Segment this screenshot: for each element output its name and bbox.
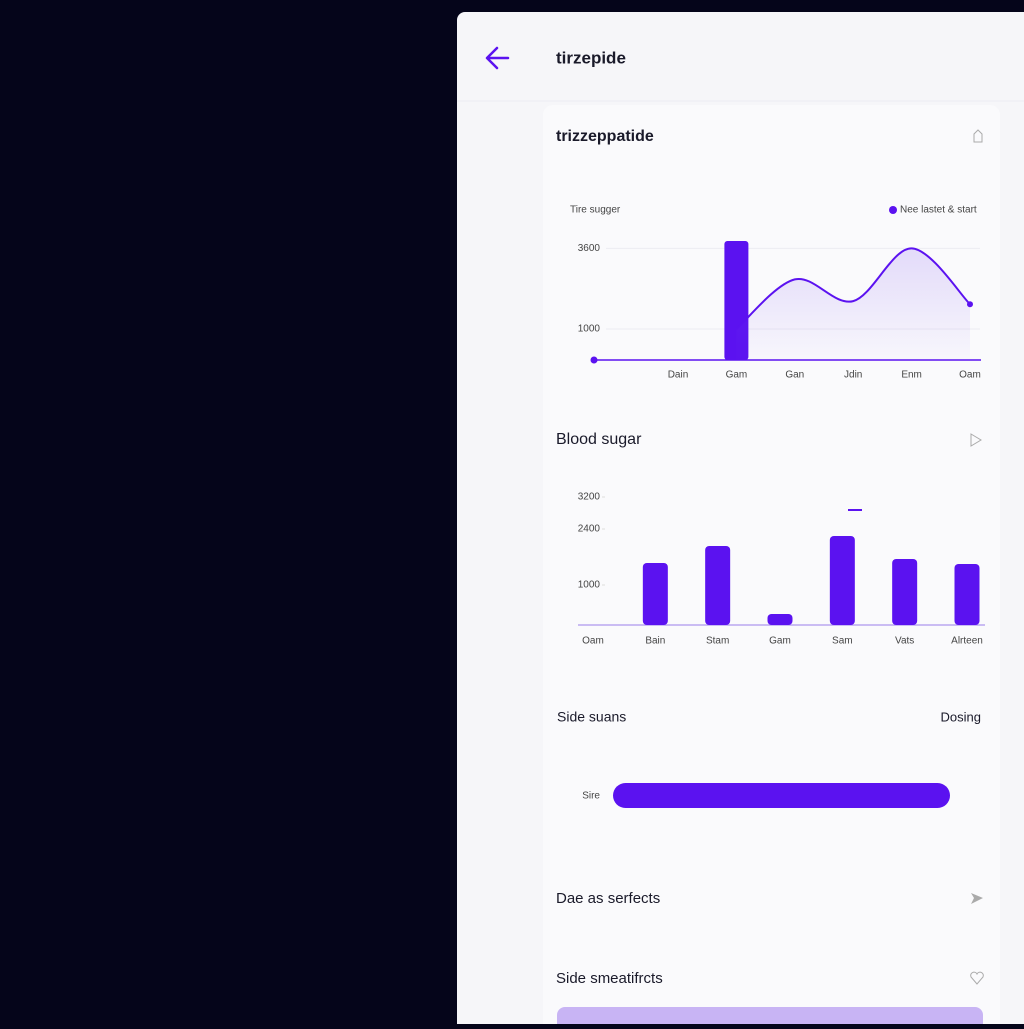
x-tick-label: Oam <box>959 370 981 381</box>
line <box>735 247 971 330</box>
section-title: Dae as serfects <box>556 890 660 907</box>
x-tick-label: Gam <box>726 370 748 381</box>
baseline-dot <box>590 356 598 364</box>
section-title: trizzeppatide <box>556 128 654 145</box>
x-tick-label: Vats <box>895 636 914 647</box>
y-tick-label: 1000 <box>578 580 601 591</box>
section-icon[interactable] <box>971 893 983 904</box>
section-icon[interactable] <box>970 971 984 985</box>
legend-dot <box>889 206 897 214</box>
section-action[interactable]: Dosing <box>941 709 981 724</box>
card <box>543 105 1000 1029</box>
progress-bar <box>613 783 950 808</box>
axis-label: Tire sugger <box>570 205 621 216</box>
y-tick-label: 3600 <box>578 243 601 254</box>
bar <box>705 546 731 625</box>
x-tick-label: Bain <box>645 636 665 647</box>
y-tick-label: 1000 <box>578 324 601 335</box>
bar <box>954 564 980 625</box>
legend-label: Nee lastet & start <box>900 205 977 216</box>
back-button[interactable] <box>485 46 510 70</box>
section-title: Side suans <box>557 709 626 725</box>
x-tick-label: Alrteen <box>951 636 983 647</box>
bar <box>767 614 793 625</box>
header-title: tirzepide <box>556 48 626 67</box>
bar <box>829 536 855 625</box>
section-title: Side smeatifrcts <box>556 970 663 987</box>
action-button[interactable] <box>557 1007 983 1029</box>
y-tick-label: 3200 <box>578 492 601 503</box>
section-icon[interactable] <box>970 433 982 447</box>
x-tick-label: Dain <box>668 370 689 381</box>
line-area <box>736 248 970 360</box>
x-tick-label: Gam <box>769 636 791 647</box>
x-tick-label: Enm <box>901 370 922 381</box>
bar <box>642 563 668 625</box>
x-tick-label: Gan <box>785 370 804 381</box>
line-end <box>967 301 973 308</box>
x-tick-label: Jdin <box>844 370 862 381</box>
x-tick-label: Sam <box>832 636 853 647</box>
bar-label: Sire <box>582 791 600 802</box>
section-title: Blood sugar <box>556 431 642 448</box>
bar <box>892 559 918 625</box>
section-icon[interactable] <box>973 129 983 143</box>
y-tick-label: 2400 <box>578 524 601 535</box>
x-tick-label: Oam <box>582 636 604 647</box>
x-tick-label: Stam <box>706 636 729 647</box>
